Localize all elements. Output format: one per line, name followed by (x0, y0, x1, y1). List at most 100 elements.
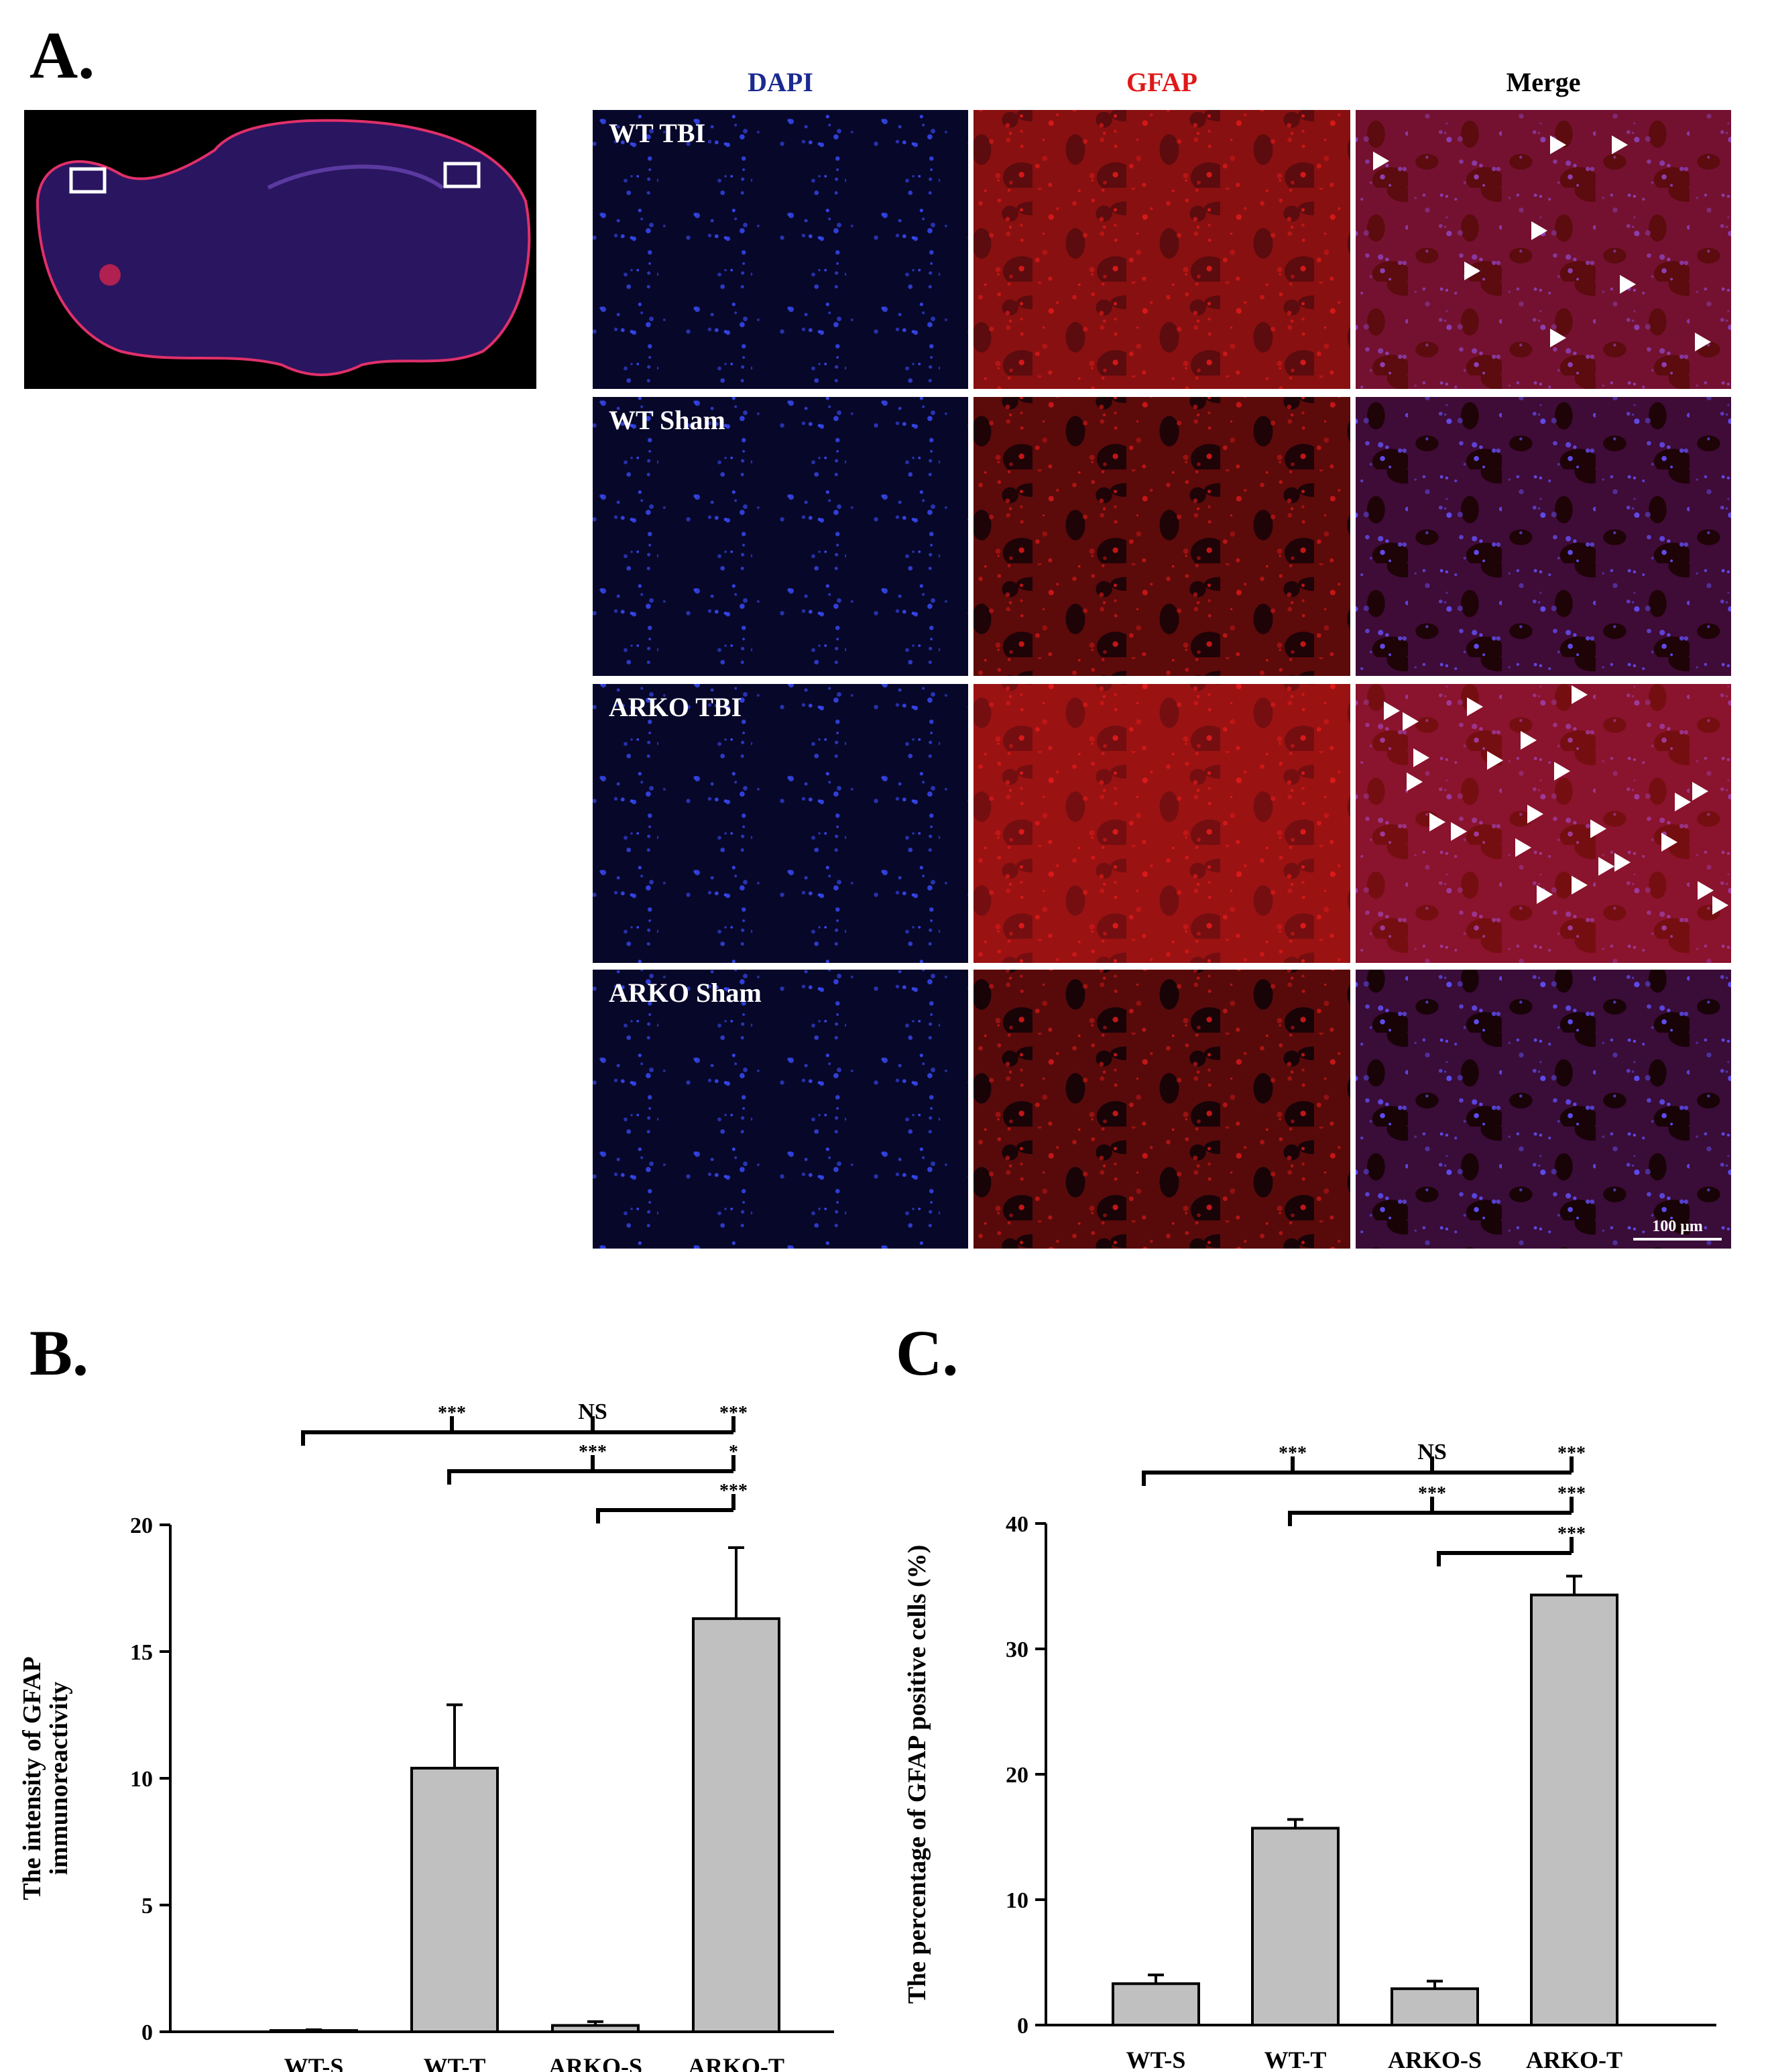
column-header: GFAP (1126, 67, 1197, 97)
arrowhead (1413, 748, 1429, 767)
arrowhead (1550, 135, 1566, 154)
arrowhead (1467, 697, 1483, 716)
significance-label: *** (719, 1403, 748, 1424)
y-tick-label: 10 (130, 1767, 153, 1792)
bar-chart: B. 0 5 10 15 20 The intensity of GFAPimmunorea… (18, 1317, 834, 2072)
significance-label: *** (1557, 1483, 1586, 1504)
arrowhead (1521, 731, 1537, 750)
arrowhead (1612, 135, 1628, 154)
micrograph (1356, 110, 1731, 389)
panel-label: B. (30, 1317, 88, 1389)
significance-bracket: *** NS *** (301, 1399, 748, 1446)
arrowhead (1373, 152, 1389, 170)
micrograph (1356, 397, 1731, 676)
significance-label: NS (578, 1399, 607, 1424)
panel-label: A. (30, 18, 95, 93)
micrograph (593, 684, 968, 963)
y-tick-label: 30 (1006, 1637, 1028, 1662)
micrograph (973, 397, 1350, 676)
y-tick-label: 0 (141, 2020, 153, 2045)
arrowhead (1554, 762, 1570, 781)
significance-label: *** (1418, 1483, 1446, 1504)
arrowhead (1695, 333, 1711, 351)
micrograph (593, 970, 968, 1249)
arrowhead (1572, 685, 1588, 704)
error-bar (728, 1546, 744, 1619)
x-tick-label: ARKO-S (548, 2053, 642, 2072)
micrograph-signal (973, 110, 1350, 389)
bar (551, 2024, 640, 2034)
bar (1530, 1593, 1618, 2027)
brain-overview (24, 110, 536, 389)
error-bar (447, 1703, 463, 1768)
x-tick-label: ARKO-T (1526, 2047, 1622, 2072)
micrograph (593, 397, 968, 676)
arrowhead (1661, 833, 1677, 852)
x-tick-label: ARKO-T (688, 2053, 784, 2072)
column-header: DAPI (748, 67, 813, 97)
significance-label: NS (1417, 1440, 1446, 1464)
y-tick-label: 15 (130, 1640, 153, 1665)
bar (410, 1766, 499, 2033)
arrowhead (1451, 822, 1467, 841)
x-tick-label: WT-T (424, 2053, 486, 2072)
micrograph-grid: DAPI GFAP Merge WT TBI WT Sham ARKO TBI ARKO S… (593, 67, 1731, 1249)
row-label: ARKO TBI (609, 692, 742, 722)
x-tick-label: ARKO-S (1388, 2047, 1482, 2072)
y-tick-label: 20 (1006, 1763, 1028, 1788)
arrowhead (1531, 221, 1547, 240)
y-axis-label: The intensity of GFAP (18, 1656, 46, 1900)
y-axis-label: immunoreactivity (45, 1682, 73, 1875)
arrowhead (1614, 853, 1631, 872)
bar (692, 1617, 780, 2034)
arrowhead (1712, 896, 1728, 915)
micrograph (973, 684, 1350, 963)
arrowhead (1464, 262, 1480, 280)
arrowhead (1407, 772, 1423, 791)
significance-bracket: *** (596, 1481, 748, 1523)
significance-label: * (729, 1442, 738, 1462)
micrograph (973, 970, 1350, 1249)
significance-bracket: *** NS *** (1142, 1440, 1586, 1486)
significance-label: *** (1557, 1523, 1586, 1544)
error-bar (1566, 1574, 1582, 1595)
significance-bracket: *** (1437, 1523, 1586, 1566)
micrograph (973, 110, 1350, 389)
y-tick-label: 5 (141, 1894, 153, 1918)
charts: B. 0 5 10 15 20 The intensity of GFAPimmunorea… (18, 1317, 1716, 2072)
y-tick-label: 20 (130, 1513, 153, 1538)
micrograph (593, 110, 968, 389)
error-bar (1427, 1979, 1443, 1989)
arrowhead (1598, 857, 1614, 876)
x-tick-label: WT-S (284, 2053, 344, 2072)
micrograph-signal (1356, 397, 1731, 676)
arrowhead (1429, 813, 1446, 831)
y-axis-label: The percentage of GFAP positive cells (%… (903, 1545, 931, 2004)
bracket-line (447, 1469, 733, 1485)
arrowhead (1620, 275, 1636, 294)
error-bar (1287, 1818, 1303, 1829)
bar (1112, 1982, 1200, 2027)
arrowhead (1384, 701, 1400, 720)
arrowhead (1403, 712, 1419, 731)
micrograph-signal (973, 397, 1350, 676)
micrograph-signal (1356, 110, 1731, 389)
micrograph-signal (973, 684, 1350, 963)
scale-bar-label: 100 μm (1652, 1218, 1703, 1235)
y-tick-label: 10 (1006, 1888, 1028, 1913)
significance-label: *** (579, 1442, 607, 1462)
arrowhead (1487, 751, 1503, 770)
column-header: Merge (1506, 67, 1580, 97)
row-label: WT Sham (609, 405, 725, 435)
x-tick-label: WT-S (1126, 2047, 1186, 2072)
arrowhead (1537, 885, 1553, 904)
row-label: ARKO Sham (609, 978, 762, 1008)
significance-label: *** (438, 1403, 466, 1424)
bracket-line (1437, 1551, 1572, 1566)
micrograph-signal (1356, 970, 1731, 1249)
bar-chart: C. 0 10 20 30 40 The percentage of GFAP positi… (896, 1317, 1716, 2072)
bracket-line (1288, 1511, 1572, 1526)
y-tick-label: 0 (1017, 2014, 1028, 2038)
